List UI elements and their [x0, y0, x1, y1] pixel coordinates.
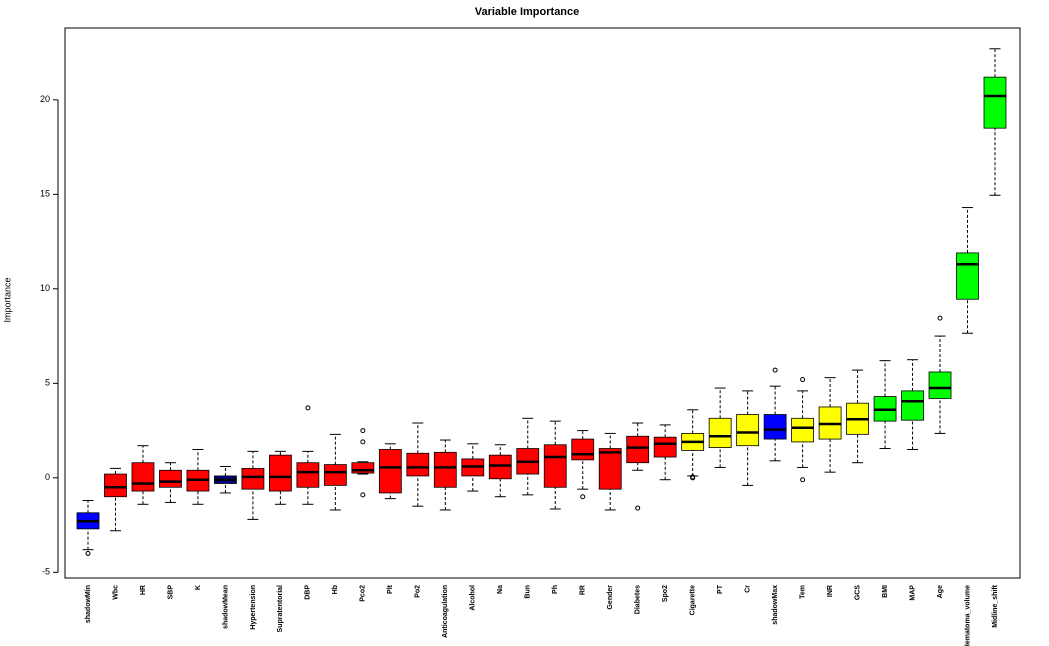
y-tick-label: 20 [40, 94, 50, 104]
box [104, 473, 127, 498]
x-tick-label: shadowMean [222, 585, 229, 629]
outlier [800, 477, 806, 483]
outlier [305, 405, 311, 411]
outlier [580, 494, 586, 500]
x-tick-label: Diabetes [635, 585, 642, 614]
box [433, 451, 457, 488]
box [653, 436, 677, 458]
x-tick-label: Spo2 [662, 585, 669, 602]
outlier [937, 315, 943, 321]
box [626, 435, 650, 464]
x-tick-label: Hypertension [250, 585, 257, 630]
x-tick-label: Midline_shift [992, 584, 999, 627]
box [571, 438, 595, 461]
x-tick-label: Wbc [112, 585, 119, 600]
x-tick-label: Ph [552, 585, 559, 594]
y-tick-label: 5 [45, 378, 50, 388]
box [268, 454, 292, 492]
box [543, 444, 567, 488]
box [241, 467, 265, 490]
box [378, 449, 402, 494]
x-tick-label: K [195, 585, 202, 590]
x-tick-label: Cr [744, 585, 751, 593]
x-tick-label: HR [140, 585, 147, 595]
x-tick-label: Plt [387, 584, 394, 594]
x-tick-label: BMI [882, 585, 889, 598]
x-tick-label: shadowMin [85, 585, 92, 623]
x-tick-label: SBP [167, 585, 174, 600]
y-tick-label: 15 [40, 189, 50, 199]
outlier [800, 377, 806, 383]
x-tick-label: Alcohol [470, 585, 477, 611]
box [736, 414, 760, 447]
outlier [360, 439, 366, 445]
outlier [690, 474, 696, 480]
x-tick-label: INR [827, 585, 834, 597]
x-tick-label: shadowMax [772, 585, 779, 625]
outlier [772, 367, 778, 373]
x-tick-label: DBP [305, 585, 312, 600]
box [351, 462, 375, 474]
box [928, 371, 952, 399]
box [323, 464, 347, 486]
y-tick-label: -5 [42, 567, 50, 577]
box [791, 417, 815, 443]
box [131, 462, 155, 492]
box [983, 76, 1007, 129]
y-tick-label: 10 [40, 283, 50, 293]
box [956, 252, 979, 300]
x-tick-label: Tem [799, 585, 806, 599]
outlier [360, 492, 366, 498]
x-tick-label: RR [580, 585, 587, 595]
x-tick-label: Anticoagulation [442, 585, 449, 638]
x-tick-label: Pco2 [360, 585, 367, 602]
x-tick-label: Supratentorial [277, 585, 284, 633]
y-tick-label: 0 [45, 472, 50, 482]
box [708, 417, 732, 448]
box [901, 390, 924, 421]
box [406, 452, 430, 477]
x-tick-label: PT [717, 584, 724, 594]
x-tick-label: Bun [525, 585, 532, 599]
x-tick-label: Hematoma_volume [964, 585, 971, 646]
box [488, 454, 512, 480]
box [598, 448, 622, 490]
x-tick-label: Age [937, 585, 944, 598]
plot-frame [64, 27, 1021, 579]
x-tick-label: GCS [854, 585, 861, 601]
x-tick-label: Na [497, 585, 504, 594]
box [763, 414, 787, 440]
chart-title: Variable Importance [475, 6, 580, 18]
box [296, 462, 320, 488]
x-tick-label: Po2 [415, 585, 422, 598]
y-axis-label: Importance [2, 277, 12, 322]
x-tick-label: Hb [332, 585, 339, 594]
x-tick-label: MAP [909, 585, 916, 601]
outlier [85, 550, 91, 556]
outlier [360, 428, 366, 434]
x-tick-label: Cigarette [690, 585, 697, 615]
box [159, 469, 182, 488]
x-tick-label: Gender [607, 585, 614, 610]
outlier [635, 505, 641, 511]
